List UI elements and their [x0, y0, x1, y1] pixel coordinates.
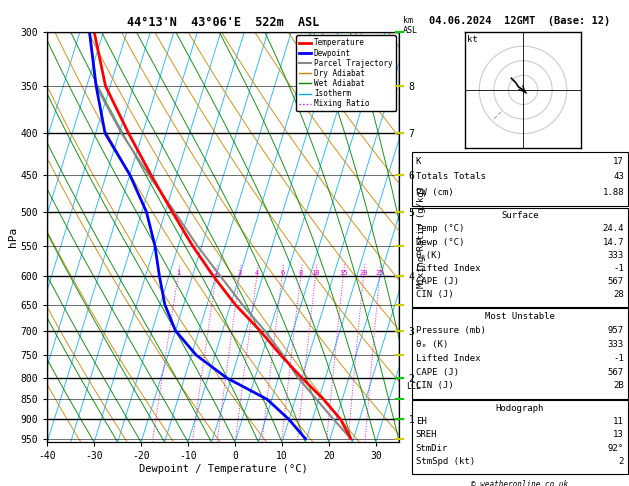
Text: 4: 4 — [255, 270, 259, 277]
Text: CAPE (J): CAPE (J) — [416, 367, 459, 377]
Text: 2B: 2B — [613, 382, 624, 390]
Text: 333: 333 — [608, 251, 624, 260]
Text: StmDir: StmDir — [416, 444, 448, 453]
Text: Surface: Surface — [501, 211, 538, 220]
Text: K: K — [416, 157, 421, 166]
Text: kt: kt — [467, 35, 478, 44]
Text: θₑ (K): θₑ (K) — [416, 340, 448, 349]
Text: Most Unstable: Most Unstable — [485, 312, 555, 321]
Text: Pressure (mb): Pressure (mb) — [416, 326, 486, 335]
Text: 04.06.2024  12GMT  (Base: 12): 04.06.2024 12GMT (Base: 12) — [429, 16, 611, 26]
Text: -1: -1 — [613, 354, 624, 363]
Text: -1: -1 — [613, 264, 624, 273]
Text: 28: 28 — [613, 290, 624, 299]
Text: 44°13'N  43°06'E  522m  ASL: 44°13'N 43°06'E 522m ASL — [127, 16, 320, 29]
Text: Lifted Index: Lifted Index — [416, 264, 481, 273]
Text: 1: 1 — [176, 270, 180, 277]
Text: 2: 2 — [214, 270, 218, 277]
Text: CIN (J): CIN (J) — [416, 382, 454, 390]
Text: Lifted Index: Lifted Index — [416, 354, 481, 363]
Text: 43: 43 — [613, 173, 624, 181]
Text: StmSpd (kt): StmSpd (kt) — [416, 457, 475, 467]
Text: 8: 8 — [299, 270, 303, 277]
Text: Hodograph: Hodograph — [496, 403, 544, 413]
Text: PW (cm): PW (cm) — [416, 188, 454, 197]
Text: 25: 25 — [376, 270, 384, 277]
Text: km
ASL: km ASL — [403, 16, 418, 35]
Text: © weatheronline.co.uk: © weatheronline.co.uk — [471, 480, 569, 486]
Text: 1.88: 1.88 — [603, 188, 624, 197]
Text: Dewp (°C): Dewp (°C) — [416, 238, 464, 246]
Text: 567: 567 — [608, 367, 624, 377]
Text: EH: EH — [416, 417, 426, 426]
Text: Temp (°C): Temp (°C) — [416, 225, 464, 233]
Text: 24.4: 24.4 — [603, 225, 624, 233]
Text: 20: 20 — [359, 270, 368, 277]
Text: 567: 567 — [608, 277, 624, 286]
Text: 3: 3 — [237, 270, 242, 277]
Text: CAPE (J): CAPE (J) — [416, 277, 459, 286]
Text: 10: 10 — [311, 270, 320, 277]
Text: SREH: SREH — [416, 431, 437, 439]
Text: θₑ(K): θₑ(K) — [416, 251, 443, 260]
Text: Totals Totals: Totals Totals — [416, 173, 486, 181]
Text: 15: 15 — [339, 270, 347, 277]
X-axis label: Dewpoint / Temperature (°C): Dewpoint / Temperature (°C) — [139, 464, 308, 474]
Text: 17: 17 — [613, 157, 624, 166]
Text: LCL: LCL — [406, 382, 421, 391]
Y-axis label: hPa: hPa — [8, 227, 18, 247]
Text: 957: 957 — [608, 326, 624, 335]
Text: 6: 6 — [280, 270, 284, 277]
Text: 14.7: 14.7 — [603, 238, 624, 246]
Text: CIN (J): CIN (J) — [416, 290, 454, 299]
Text: 92°: 92° — [608, 444, 624, 453]
Text: 2: 2 — [618, 457, 624, 467]
Text: 11: 11 — [613, 417, 624, 426]
Y-axis label: Mixing Ratio (g/kg): Mixing Ratio (g/kg) — [417, 186, 426, 288]
Text: 13: 13 — [613, 431, 624, 439]
Legend: Temperature, Dewpoint, Parcel Trajectory, Dry Adiabat, Wet Adiabat, Isotherm, Mi: Temperature, Dewpoint, Parcel Trajectory… — [296, 35, 396, 111]
Text: 333: 333 — [608, 340, 624, 349]
